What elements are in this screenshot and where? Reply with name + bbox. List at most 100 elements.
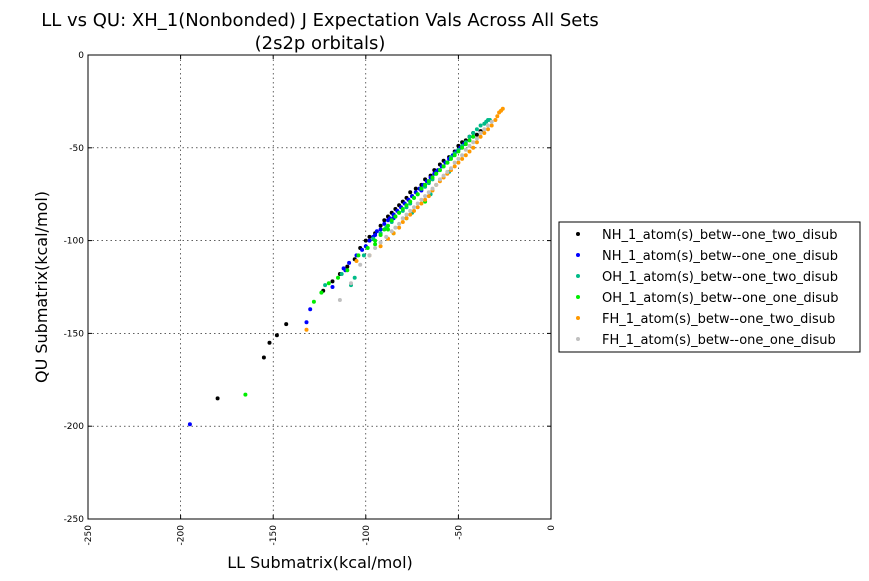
axis-ticks: -250 -200 -150 -100 -50 0 0 -50 -100 -150 -200 -250 <box>64 51 557 545</box>
plot-frame <box>87 54 552 520</box>
data-point <box>378 223 383 228</box>
data-point <box>358 262 363 267</box>
chart-title-line-1: LL vs QU: XH_1(Nonbonded) J Expectation … <box>41 10 599 31</box>
x-tick-label: 0 <box>547 525 557 531</box>
x-tick-label: -50 <box>454 525 464 540</box>
data-point <box>378 227 383 232</box>
data-point <box>456 160 461 165</box>
data-point <box>330 285 335 289</box>
data-point <box>478 131 483 135</box>
data-point <box>330 279 335 284</box>
data-point <box>445 160 450 165</box>
data-point <box>441 173 446 178</box>
data-point <box>415 192 420 197</box>
legend-marker <box>576 337 580 341</box>
data-point <box>426 179 431 184</box>
data-point <box>304 327 309 332</box>
data-point <box>393 225 398 230</box>
data-point <box>382 227 387 232</box>
x-tick-label: -100 <box>362 525 372 546</box>
data-point <box>423 194 428 199</box>
data-point <box>308 307 313 312</box>
data-point <box>412 205 416 210</box>
data-point <box>467 134 472 139</box>
data-point <box>493 118 498 122</box>
data-point <box>489 119 494 124</box>
legend: NH_1_atom(s)_betw--one_two_disub NH_1_ato… <box>558 221 861 353</box>
data-point <box>304 320 309 325</box>
data-point <box>460 153 465 158</box>
data-point <box>467 138 472 143</box>
data-point <box>336 275 340 280</box>
data-point <box>445 169 450 174</box>
data-point <box>345 268 350 273</box>
x-tick-label: -250 <box>84 525 94 546</box>
legend-entry: FH_1_atom(s)_betw--one_one_disub <box>602 333 836 348</box>
grid-lines <box>88 55 551 519</box>
data-point <box>434 171 439 176</box>
data-point <box>452 153 457 158</box>
data-point <box>500 106 505 111</box>
data-point <box>460 156 465 161</box>
data-point <box>456 156 461 161</box>
y-tick-label: -200 <box>64 422 85 432</box>
data-point <box>423 182 428 187</box>
data-point <box>397 210 402 215</box>
data-point <box>460 145 465 150</box>
data-point <box>389 218 394 223</box>
data-point <box>412 208 416 213</box>
legend-marker <box>576 232 580 236</box>
data-point <box>400 220 405 224</box>
data-point <box>467 143 472 148</box>
data-point <box>408 208 413 213</box>
data-point <box>408 199 413 204</box>
data-point <box>354 259 359 263</box>
data-point <box>393 214 398 219</box>
data-point <box>261 355 266 360</box>
data-point <box>404 216 409 221</box>
data-point <box>474 132 479 137</box>
data-point <box>389 229 394 234</box>
legend-marker <box>576 295 580 299</box>
data-point <box>400 207 405 211</box>
y-axis-label: QU Submatrix(kcal/mol) <box>32 191 51 383</box>
data-point <box>404 212 409 217</box>
data-point <box>486 123 490 128</box>
data-point <box>471 140 476 145</box>
data-point <box>474 140 479 145</box>
data-point <box>367 253 372 258</box>
data-point <box>367 238 372 243</box>
data-point <box>373 233 378 237</box>
data-point <box>482 131 487 135</box>
data-point <box>449 156 453 161</box>
data-point <box>474 127 479 132</box>
data-point <box>408 212 413 217</box>
data-point <box>486 127 490 132</box>
data-point <box>437 168 442 173</box>
data-point <box>397 225 402 230</box>
data-point <box>284 322 289 327</box>
data-point <box>482 127 487 132</box>
y-tick-label: -250 <box>64 515 85 525</box>
data-point <box>187 422 192 427</box>
data-point <box>397 221 402 226</box>
data-point <box>434 182 439 187</box>
data-point <box>347 260 352 265</box>
data-point <box>323 283 328 288</box>
series-5 <box>304 106 505 332</box>
data-point <box>463 142 468 147</box>
y-tick-label: -100 <box>64 237 85 247</box>
data-point <box>378 233 383 237</box>
data-point <box>337 298 342 302</box>
data-point <box>467 149 472 154</box>
data-point <box>373 242 378 247</box>
data-point <box>463 147 468 152</box>
data-point <box>474 136 479 141</box>
data-point <box>489 123 494 128</box>
data-point <box>412 195 416 200</box>
data-point <box>384 234 389 239</box>
legend-entry: NH_1_atom(s)_betw--one_two_disub <box>602 228 837 243</box>
data-point <box>404 203 409 208</box>
data-point <box>356 253 361 258</box>
x-tick-label: -150 <box>269 525 279 546</box>
